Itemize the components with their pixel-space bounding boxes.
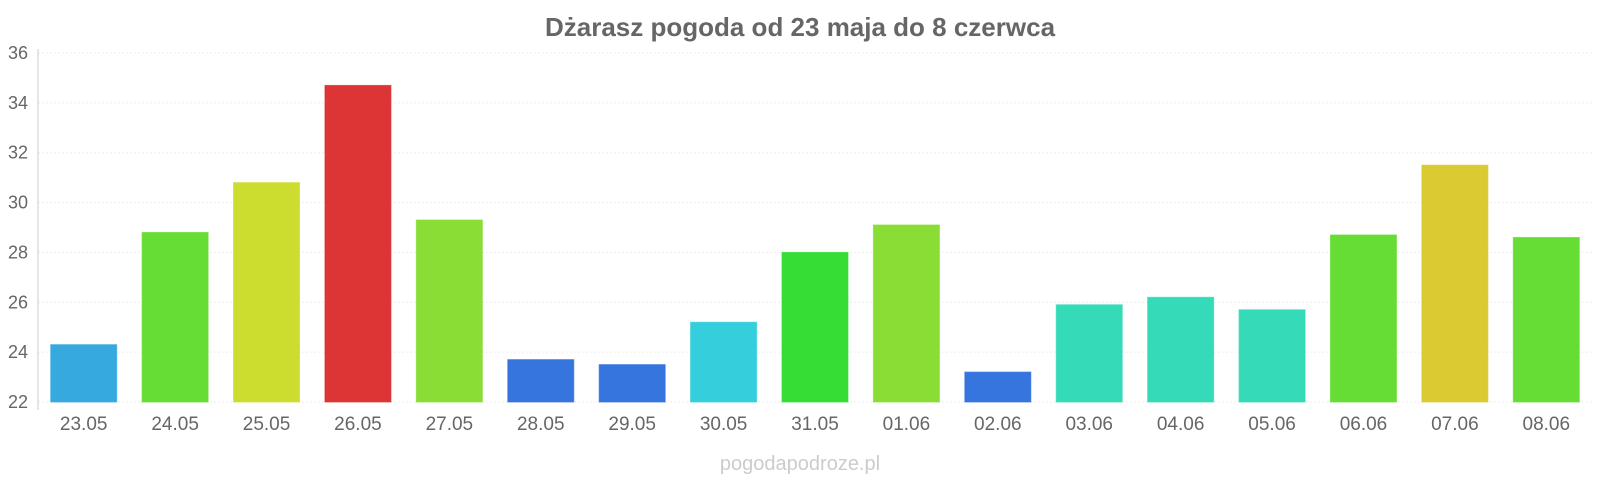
x-tick-label: 23.05 bbox=[60, 414, 108, 435]
y-tick-label: 24 bbox=[8, 342, 28, 362]
bar-04.06 bbox=[1147, 296, 1215, 403]
y-tick-label: 36 bbox=[8, 43, 28, 63]
x-tick-label: 06.06 bbox=[1340, 414, 1388, 435]
bar-02.06 bbox=[964, 371, 1032, 403]
y-tick-label: 32 bbox=[8, 143, 28, 163]
y-tick-label: 22 bbox=[8, 392, 28, 412]
x-tick-label: 31.05 bbox=[791, 414, 839, 435]
bar-08.06 bbox=[1512, 236, 1580, 403]
x-tick-label: 30.05 bbox=[700, 414, 748, 435]
bar-27.05 bbox=[415, 219, 483, 403]
bars bbox=[50, 84, 1580, 403]
bar-26.05 bbox=[324, 84, 392, 403]
x-tick-label: 07.06 bbox=[1431, 414, 1479, 435]
bar-03.06 bbox=[1055, 304, 1123, 403]
bar-25.05 bbox=[233, 182, 301, 403]
watermark: pogodapodroze.pl bbox=[720, 453, 880, 475]
bar-30.05 bbox=[690, 321, 758, 403]
x-tick-label: 08.06 bbox=[1523, 414, 1571, 435]
bar-23.05 bbox=[50, 344, 118, 403]
x-tick-label: 25.05 bbox=[243, 414, 291, 435]
x-tick-label: 28.05 bbox=[517, 414, 565, 435]
x-tick-label: 02.06 bbox=[974, 414, 1022, 435]
y-axis-ticks: 22 24 26 28 30 32 34 36 bbox=[8, 43, 28, 412]
bar-31.05 bbox=[781, 251, 849, 403]
bar-06.06 bbox=[1329, 234, 1397, 403]
y-tick-label: 26 bbox=[8, 292, 28, 312]
x-tick-label: 05.06 bbox=[1248, 414, 1296, 435]
x-tick-label: 29.05 bbox=[608, 414, 656, 435]
x-tick-label: 04.06 bbox=[1157, 414, 1205, 435]
y-tick-label: 34 bbox=[8, 93, 28, 113]
x-axis-labels: 23.05 24.05 25.05 26.05 27.05 28.05 29.05 30.05… bbox=[60, 414, 1570, 435]
bar-05.06 bbox=[1238, 309, 1306, 403]
bar-07.06 bbox=[1421, 164, 1489, 403]
x-tick-label: 03.06 bbox=[1065, 414, 1113, 435]
x-tick-label: 26.05 bbox=[334, 414, 382, 435]
bar-01.06 bbox=[872, 224, 940, 403]
x-tick-label: 27.05 bbox=[426, 414, 474, 435]
x-tick-label: 24.05 bbox=[151, 414, 199, 435]
y-tick-label: 30 bbox=[8, 193, 28, 213]
bar-28.05 bbox=[507, 359, 575, 403]
x-tick-label: 01.06 bbox=[883, 414, 931, 435]
bar-29.05 bbox=[598, 364, 666, 403]
bar-24.05 bbox=[141, 231, 209, 403]
y-tick-label: 28 bbox=[8, 242, 28, 262]
chart-title: Dżarasz pogoda od 23 maja do 8 czerwca bbox=[545, 12, 1056, 42]
